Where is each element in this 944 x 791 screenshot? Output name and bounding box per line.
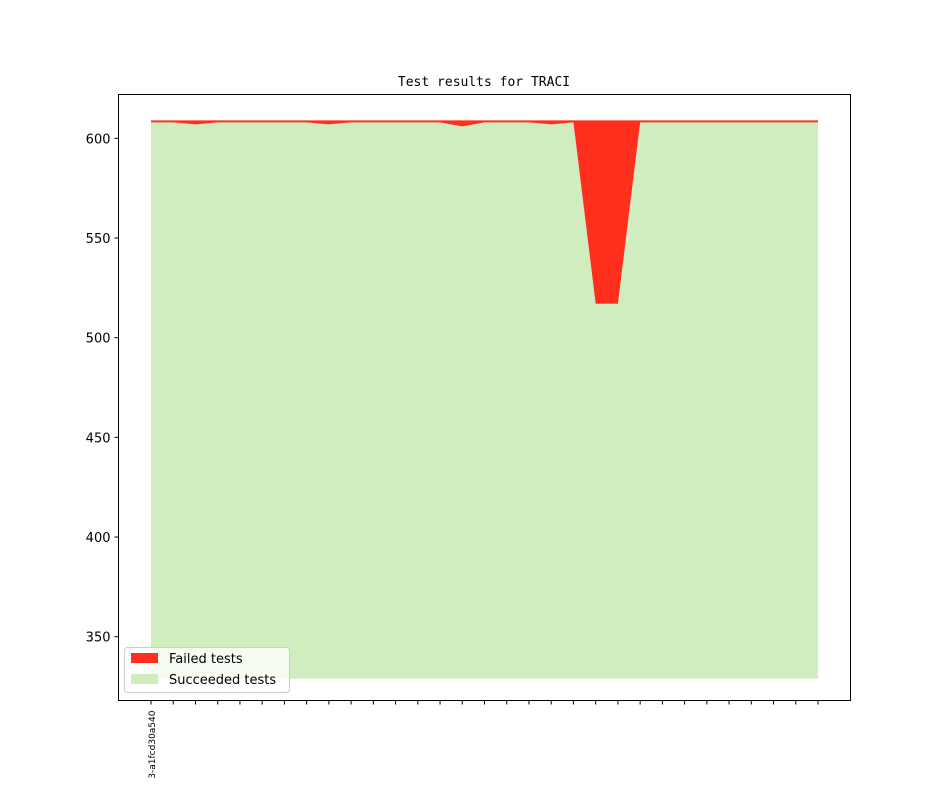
areas-layer	[151, 120, 818, 679]
y-tick-label: 500	[86, 332, 111, 347]
y-tick-label: 350	[86, 631, 111, 646]
y-tick-label: 450	[86, 431, 111, 446]
y-tick-label: 600	[86, 132, 111, 147]
x-axis: 3-a1fcd30a540	[148, 700, 819, 779]
succeeded-area	[151, 122, 818, 679]
y-tick-label: 550	[86, 232, 111, 247]
legend-swatch	[131, 653, 158, 663]
legend-label: Failed tests	[169, 652, 243, 667]
legend-swatch	[131, 674, 158, 684]
legend-label: Succeeded tests	[169, 673, 276, 688]
x-tick-label: 3-a1fcd30a540	[148, 710, 158, 778]
y-tick-label: 400	[86, 531, 111, 546]
legend-box	[124, 647, 290, 693]
y-axis: 350 400 450 500 550 600	[86, 132, 119, 646]
chart-title: Test results for TRACI	[398, 75, 570, 90]
legend: Failed tests Succeeded tests	[124, 647, 290, 693]
